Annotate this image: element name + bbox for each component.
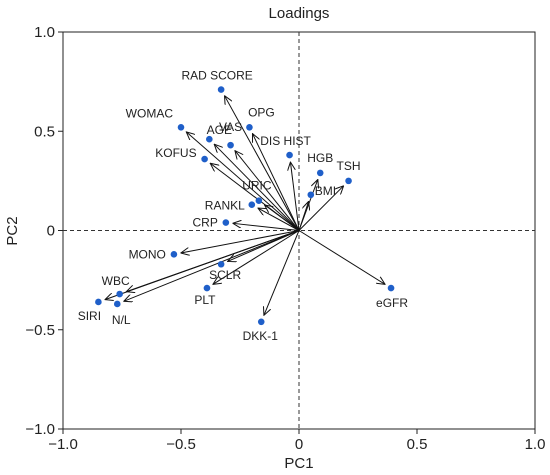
point-egfr bbox=[387, 284, 395, 292]
arrow-plt bbox=[213, 230, 300, 285]
point-plt bbox=[203, 284, 211, 292]
x-tick-label: 1.0 bbox=[525, 436, 546, 453]
arrow-age bbox=[214, 144, 300, 231]
point-womac bbox=[177, 123, 185, 131]
label-age: AGE bbox=[207, 123, 232, 137]
label-hgb: HGB bbox=[307, 151, 333, 165]
arrow-opg bbox=[252, 134, 300, 231]
label-tsh: TSH bbox=[337, 159, 361, 173]
label-vas: VAS bbox=[219, 120, 242, 134]
label-sclr: SCLR bbox=[209, 268, 241, 282]
label-siri: SIRI bbox=[78, 309, 101, 323]
label-mono: MONO bbox=[129, 247, 166, 261]
y-tick-label: 0 bbox=[47, 223, 55, 240]
arrow-vas bbox=[235, 151, 300, 231]
chart-title: Loadings bbox=[269, 5, 330, 22]
label-plt: PLT bbox=[194, 293, 216, 307]
y-tick-label: −1.0 bbox=[25, 421, 55, 438]
label-bmi: BMI bbox=[315, 184, 336, 198]
label-egfr: eGFR bbox=[376, 296, 408, 310]
label-crp: CRP bbox=[192, 216, 217, 230]
point-n-l bbox=[113, 300, 121, 308]
point-age bbox=[206, 135, 213, 143]
x-axis-title: PC1 bbox=[284, 455, 313, 472]
point-crp bbox=[222, 219, 230, 226]
x-tick-label: 0 bbox=[295, 436, 303, 453]
label-dis-hist: DIS HIST bbox=[260, 134, 311, 148]
arrow-bmi bbox=[298, 201, 309, 231]
x-tick-label: 0.5 bbox=[407, 436, 428, 453]
point-uric bbox=[255, 197, 263, 205]
point-vas bbox=[227, 141, 234, 149]
label-n-l: N/L bbox=[112, 313, 131, 327]
loading-points bbox=[95, 86, 395, 326]
arrow-dkk-1 bbox=[264, 230, 300, 316]
loading-arrows bbox=[105, 96, 385, 316]
point-rad-score bbox=[217, 86, 225, 93]
arrow-rad-score bbox=[225, 96, 300, 231]
arrow-mono bbox=[181, 230, 300, 254]
point-opg bbox=[246, 123, 253, 131]
point-siri bbox=[95, 298, 102, 306]
y-tick-label: 0.5 bbox=[34, 123, 55, 140]
point-sclr bbox=[217, 260, 225, 268]
y-tick-label: 1.0 bbox=[34, 24, 55, 41]
arrow-siri bbox=[105, 230, 300, 300]
x-tick-label: −0.5 bbox=[166, 436, 196, 453]
arrow-crp bbox=[233, 223, 300, 231]
arrow-n-l bbox=[124, 230, 300, 302]
arrow-womac bbox=[186, 132, 300, 231]
point-hgb bbox=[316, 169, 324, 177]
label-opg: OPG bbox=[248, 105, 275, 119]
label-kofus: KOFUS bbox=[155, 146, 196, 160]
axis-ticks: −1.0 −0.5 0 0.5 1.0 1.0 0.5 0 −0.5 −1.0 bbox=[25, 24, 545, 453]
x-tick-label: −1.0 bbox=[48, 436, 78, 453]
point-rankl bbox=[248, 201, 256, 208]
arrow-tsh bbox=[298, 186, 344, 231]
label-womac: WOMAC bbox=[126, 106, 174, 120]
point-kofus bbox=[201, 155, 208, 163]
arrow-egfr bbox=[298, 230, 385, 285]
label-rad-score: RAD SCORE bbox=[181, 69, 252, 83]
point-tsh bbox=[345, 177, 352, 185]
point-dkk-1 bbox=[257, 318, 265, 326]
arrow-uric bbox=[265, 205, 300, 231]
point-bmi bbox=[307, 191, 315, 199]
arrow-dis-hist bbox=[290, 162, 300, 231]
label-rankl: RANKL bbox=[205, 199, 245, 213]
arrow-rankl bbox=[258, 208, 300, 231]
y-axis-title: PC2 bbox=[4, 216, 21, 245]
point-mono bbox=[170, 251, 178, 258]
y-tick-label: −0.5 bbox=[25, 322, 55, 339]
point-wbc bbox=[116, 290, 123, 298]
label-dkk-1: DKK-1 bbox=[243, 329, 279, 343]
label-wbc: WBC bbox=[102, 274, 130, 288]
point-dis-hist bbox=[286, 151, 293, 159]
label-uric: URIC bbox=[242, 179, 272, 193]
